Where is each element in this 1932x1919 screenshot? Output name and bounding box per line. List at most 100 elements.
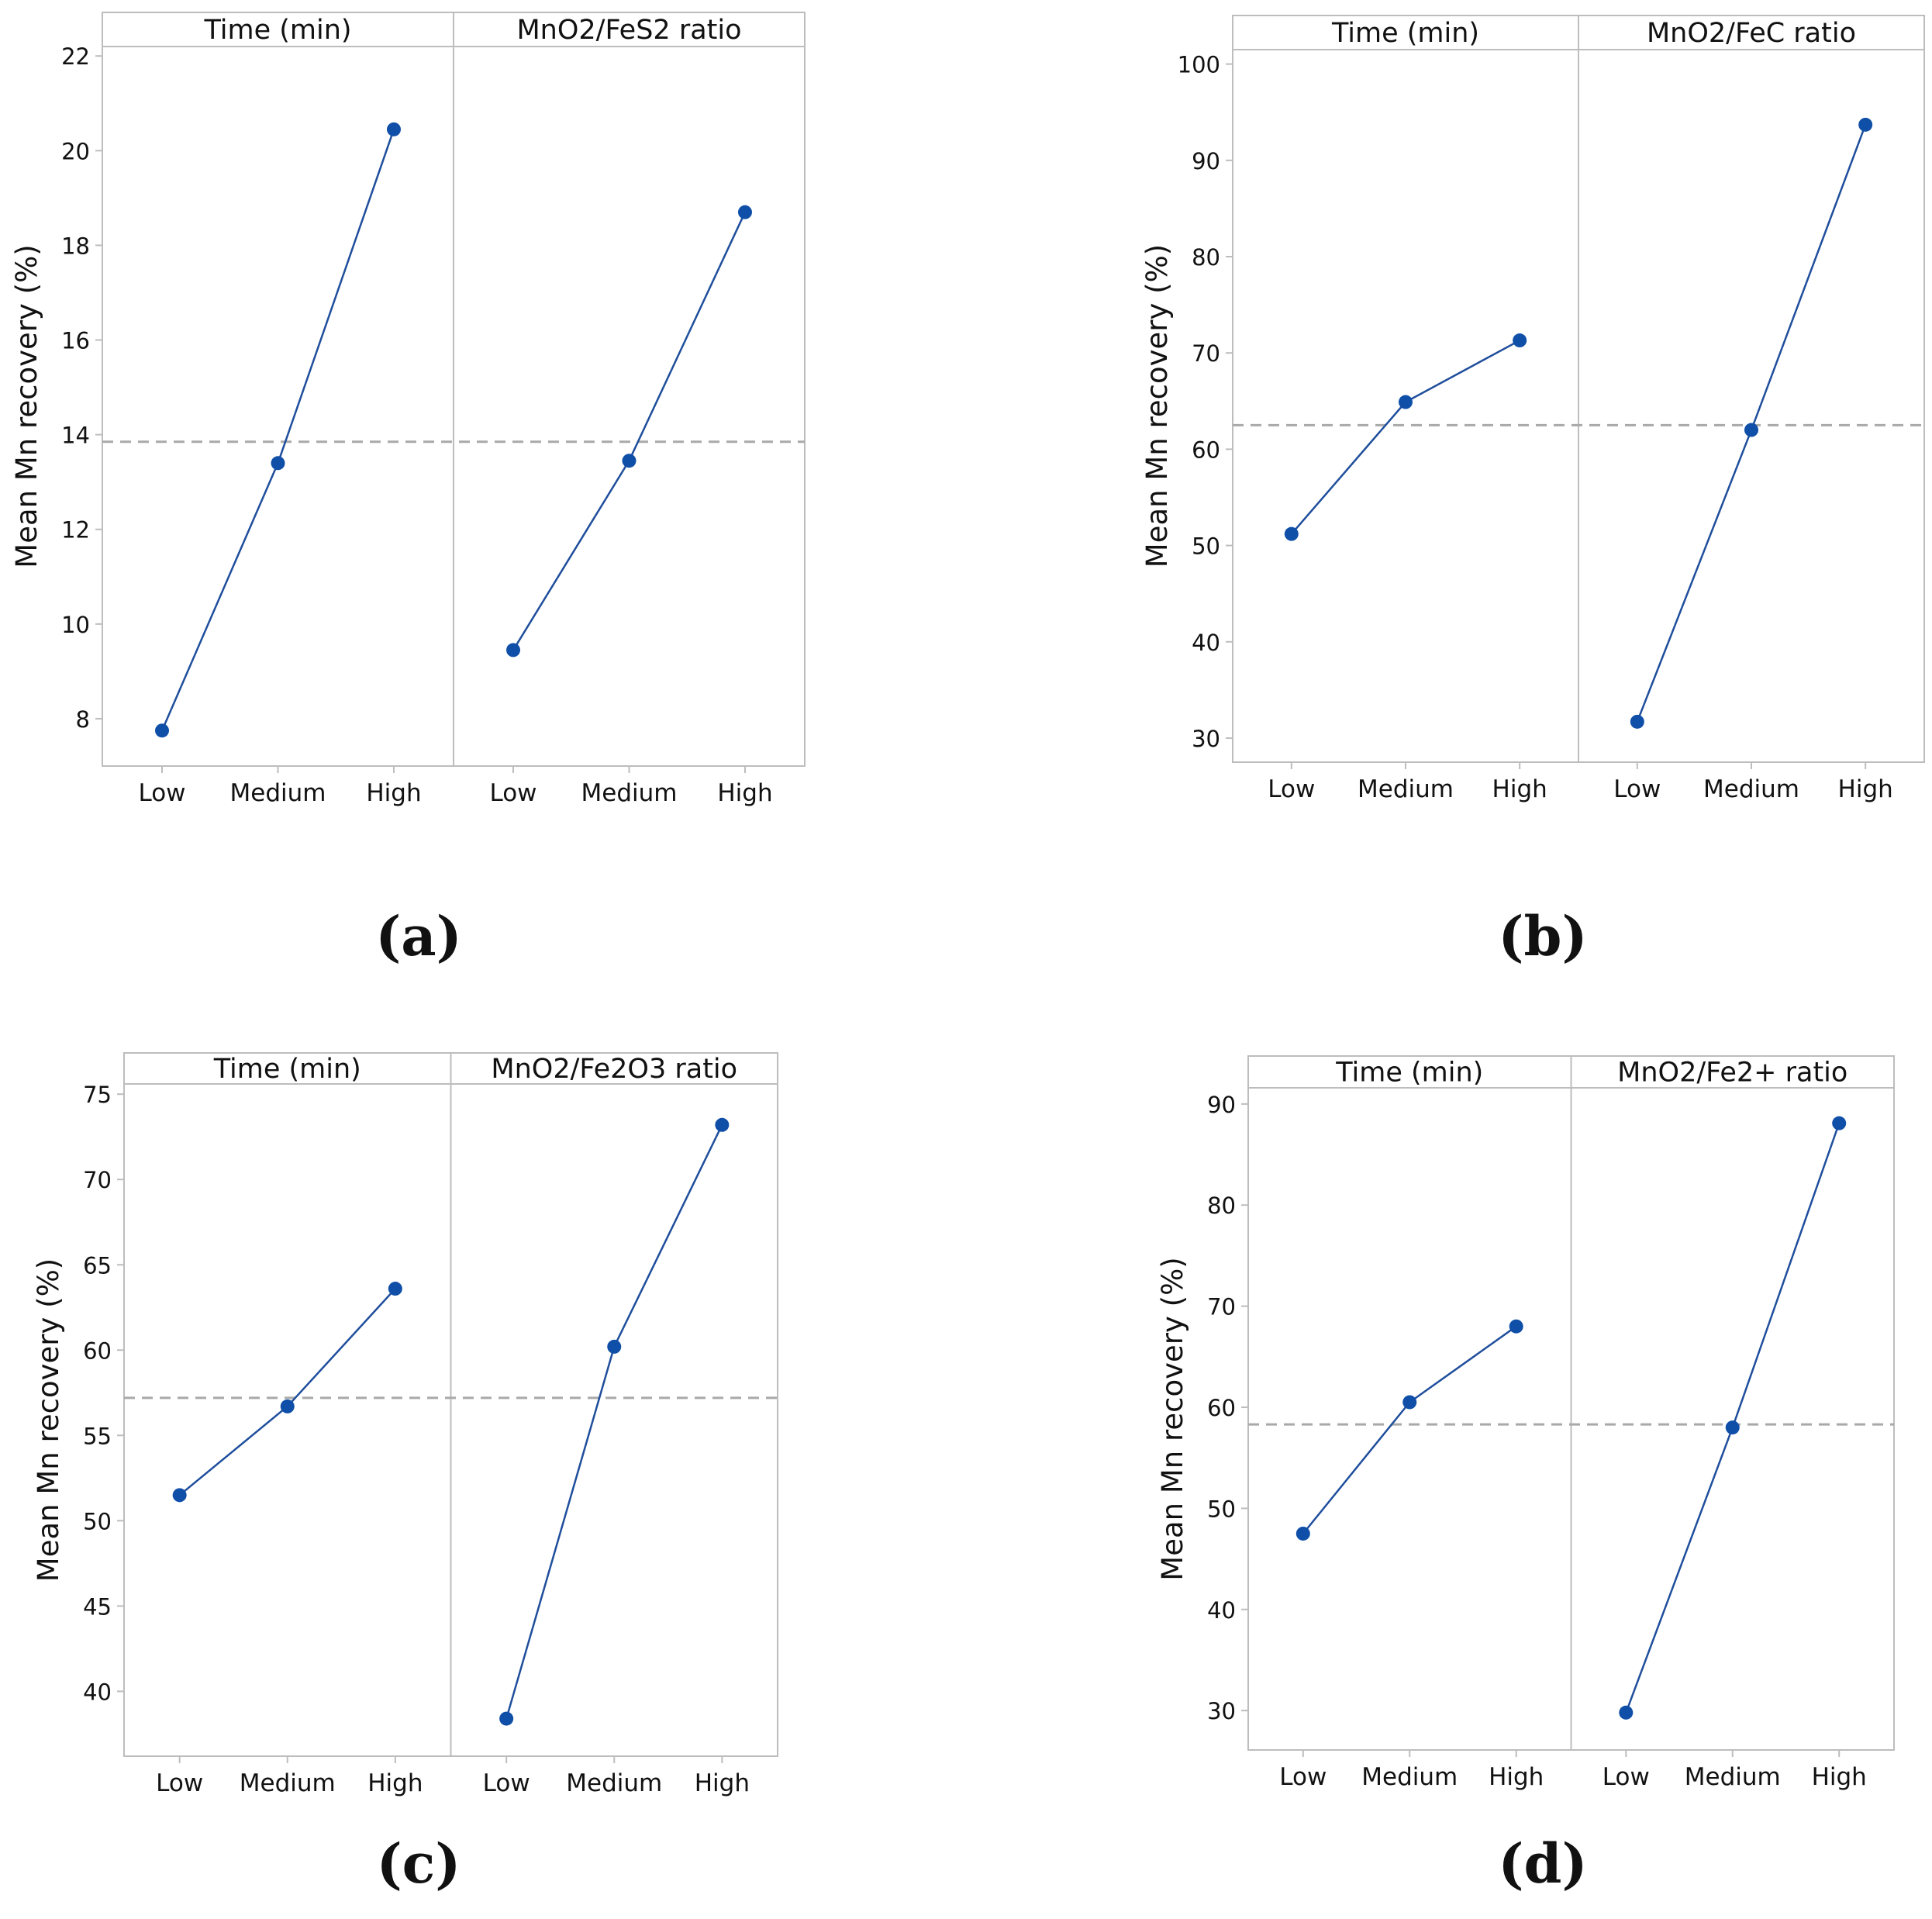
series-line (178, 1288, 396, 1496)
x-category-label: Low (1279, 1763, 1327, 1791)
data-point (499, 1711, 514, 1726)
y-axis-title: Mean Mn recovery (%) (1140, 244, 1174, 568)
y-tick-label: 14 (61, 423, 90, 449)
y-tick-label: 75 (83, 1082, 112, 1108)
facet-title: MnO2/Fe2O3 ratio (491, 1054, 737, 1085)
y-tick-label: 40 (83, 1679, 112, 1705)
x-category-label: Medium (1703, 775, 1799, 803)
data-point (1832, 1116, 1847, 1130)
y-tick-label: 70 (1207, 1294, 1236, 1320)
chart-panel-1: 8 10 12 14 16 18 20 22 Mean Mn recovery (%) Time … (10, 12, 806, 807)
x-category-label: High (717, 779, 772, 807)
data-point (1284, 526, 1299, 541)
y-tick-label: 50 (83, 1508, 112, 1534)
y-tick-label: 60 (1207, 1395, 1236, 1421)
series-line (1625, 1123, 1841, 1714)
x-category-label: Medium (230, 779, 326, 807)
y-axis-title: Mean Mn recovery (%) (32, 1258, 65, 1582)
series-line (160, 129, 395, 731)
data-point (280, 1399, 295, 1413)
x-category-label: Low (1268, 775, 1315, 803)
x-category-label: High (1812, 1763, 1867, 1791)
facet-title: MnO2/Fe2+ ratio (1617, 1058, 1847, 1089)
y-tick-label: 45 (83, 1593, 112, 1620)
y-tick-label: 30 (1192, 726, 1220, 752)
panel-label: (c) (377, 1831, 461, 1896)
x-category-label: Medium (1361, 1763, 1458, 1791)
data-point (622, 454, 637, 468)
chart-panel-4: 30 40 50 60 70 80 90 Mean Mn recovery (%) Time (… (1156, 1055, 1895, 1791)
panel-label: (a) (375, 904, 462, 968)
series-line (512, 212, 747, 651)
y-tick-label: 55 (83, 1423, 112, 1449)
x-category-label: Medium (581, 779, 678, 807)
y-tick-label: 65 (83, 1252, 112, 1279)
data-point (1744, 423, 1758, 437)
data-point (1509, 1319, 1523, 1334)
facet-title: Time (min) (1331, 18, 1479, 49)
data-point (388, 1282, 402, 1296)
x-category-label: Medium (240, 1769, 336, 1797)
y-tick-label: 90 (1192, 148, 1220, 174)
chart-panel-2: 30 40 50 60 70 80 90 100 Mean Mn recovery (%) Tim… (1140, 15, 1925, 803)
y-tick-label: 80 (1207, 1192, 1236, 1219)
y-tick-label: 50 (1207, 1496, 1236, 1522)
data-point (1402, 1395, 1417, 1410)
data-point (1858, 117, 1873, 132)
x-category-label: Low (1613, 775, 1661, 803)
data-point (386, 122, 401, 136)
series-line (1302, 1325, 1517, 1534)
data-point (737, 205, 752, 219)
y-tick-label: 90 (1207, 1092, 1236, 1118)
y-tick-label: 22 (61, 43, 90, 70)
x-category-label: Low (1603, 1763, 1650, 1791)
y-tick-label: 16 (61, 328, 90, 354)
data-point (271, 456, 285, 471)
y-tick-label: 70 (83, 1167, 112, 1193)
y-tick-label: 100 (1178, 52, 1220, 78)
facet-title: MnO2/FeC ratio (1647, 18, 1856, 49)
x-category-label: High (1838, 775, 1893, 803)
data-point (1725, 1420, 1740, 1435)
facet-title: MnO2/FeS2 ratio (516, 15, 741, 46)
data-point (506, 643, 521, 657)
x-category-label: High (367, 1769, 423, 1797)
x-category-label: High (1489, 1763, 1544, 1791)
y-tick-label: 40 (1207, 1597, 1236, 1624)
x-category-label: Medium (1358, 775, 1454, 803)
y-tick-label: 12 (61, 517, 90, 544)
y-axis-title: Mean Mn recovery (%) (1156, 1257, 1189, 1580)
y-tick-label: 80 (1192, 244, 1220, 271)
y-tick-label: 8 (76, 706, 90, 733)
facet-title: Time (min) (213, 1054, 361, 1085)
data-point (155, 723, 170, 738)
y-tick-label: 60 (83, 1337, 112, 1364)
facet-title: Time (min) (203, 15, 351, 46)
chart-panel-3: 40 45 50 55 60 65 70 75 Mean Mn recovery (%) Time… (32, 1052, 778, 1797)
data-point (607, 1339, 622, 1354)
y-tick-label: 40 (1192, 630, 1220, 656)
series-line (1290, 339, 1520, 535)
panel-label: (b) (1498, 904, 1587, 968)
y-tick-label: 10 (61, 612, 90, 638)
facet-title: Time (min) (1335, 1058, 1483, 1089)
y-tick-label: 50 (1192, 533, 1220, 560)
data-point (715, 1117, 730, 1132)
data-point (1513, 333, 1527, 348)
x-category-label: Medium (1685, 1763, 1781, 1791)
y-tick-label: 30 (1207, 1698, 1236, 1724)
data-point (1399, 395, 1413, 409)
y-tick-label: 20 (61, 138, 90, 164)
x-category-label: Low (156, 1769, 203, 1797)
x-category-label: Low (489, 779, 536, 807)
y-tick-label: 60 (1192, 437, 1220, 463)
x-category-label: High (695, 1769, 750, 1797)
y-axis-title: Mean Mn recovery (%) (10, 244, 43, 568)
data-point (1630, 714, 1644, 729)
data-point (172, 1488, 187, 1503)
data-point (1295, 1526, 1310, 1541)
x-category-label: High (366, 779, 421, 807)
series-line (505, 1124, 723, 1719)
y-tick-label: 70 (1192, 340, 1220, 367)
